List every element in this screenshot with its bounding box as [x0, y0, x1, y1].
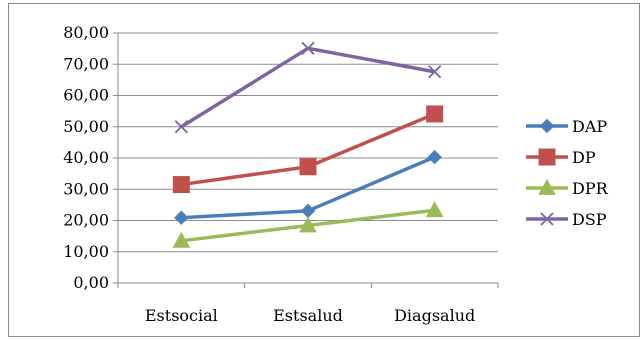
data-point	[428, 65, 442, 79]
series-dp	[172, 105, 444, 194]
axes-layer: 0,00 10,00 20,00 30,00 40,00 50,00 60,00 70,00 8…	[63, 23, 499, 325]
y-tick-label: 50,00	[63, 117, 109, 136]
y-tick-label: 40,00	[63, 148, 109, 167]
series-dsp	[174, 41, 442, 134]
data-point	[174, 210, 189, 225]
series-dap	[174, 149, 442, 225]
legend-marker	[538, 178, 556, 195]
series-dpr	[172, 201, 444, 248]
legend-label: DPR	[572, 179, 609, 198]
legend-item-dap: DAP	[526, 117, 607, 136]
data-point	[172, 176, 190, 194]
data-point	[172, 231, 191, 248]
y-tick-label: 70,00	[63, 54, 109, 73]
legend-item-dsp: DSP	[526, 210, 607, 229]
legend-marker	[540, 212, 554, 226]
y-tick-label: 60,00	[63, 86, 109, 105]
data-point	[300, 203, 316, 219]
y-tick-label: 0,00	[73, 273, 109, 292]
data-point	[426, 105, 444, 123]
series-layer	[172, 41, 444, 248]
legend-item-dp: DP	[526, 148, 596, 167]
legend-label: DAP	[572, 117, 607, 136]
y-tick-label: 20,00	[63, 211, 109, 230]
data-point	[427, 149, 442, 165]
data-point	[299, 216, 317, 233]
y-tick-label: 30,00	[63, 179, 109, 198]
legend-item-dpr: DPR	[526, 178, 609, 198]
legend-label: DSP	[572, 210, 607, 229]
legend-label: DP	[572, 148, 596, 167]
data-point	[425, 201, 444, 218]
data-point	[174, 120, 188, 134]
chart-frame	[8, 3, 640, 337]
legend: DAP DP DPR DSP	[526, 117, 609, 229]
x-tick-label: Estsalud	[273, 306, 343, 325]
y-tick-label: 10,00	[63, 242, 109, 261]
series-line	[180, 46, 435, 129]
y-tick-label: 80,00	[63, 23, 109, 42]
data-point	[301, 41, 315, 55]
data-point	[299, 158, 317, 176]
x-tick-label: Estsocial	[145, 306, 218, 325]
legend-marker	[538, 148, 556, 166]
x-tick-label: Diagsalud	[394, 306, 475, 325]
legend-marker	[539, 118, 555, 134]
